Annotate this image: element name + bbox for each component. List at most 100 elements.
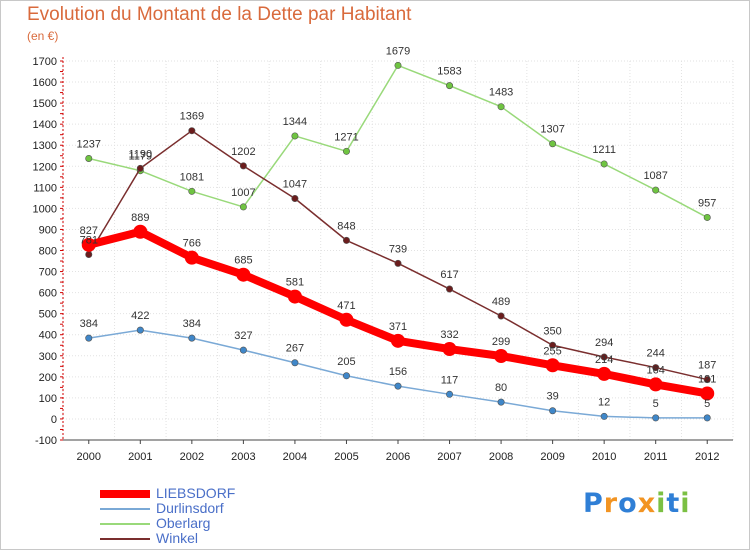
data-point [394,382,402,390]
data-point [446,82,454,90]
y-tick-label: 800 [39,246,57,258]
data-label: 327 [234,330,252,342]
data-point [497,103,505,111]
x-tick-label: 2008 [489,451,513,463]
legend-label: Oberlarg [156,515,211,531]
x-tick-label: 2007 [437,451,461,463]
x-tick-label: 2009 [540,451,564,463]
data-point [291,359,299,367]
data-label: 244 [647,348,665,360]
chart-title: Evolution du Montant de la Dette par Hab… [27,4,412,25]
legend-item-liebsdorf: LIEBSDORF [100,486,235,501]
data-point [703,213,711,221]
data-label: 957 [698,197,716,209]
data-label: 164 [647,364,665,376]
data-label: 384 [80,318,98,330]
data-point [136,164,144,172]
legend-swatch [100,537,150,540]
data-label: 766 [183,238,201,250]
legend-label: Durlinsdorf [156,500,224,516]
x-tick-label: 2012 [695,451,719,463]
logo-letter: i [680,488,691,519]
data-label: 617 [440,269,458,281]
data-point [85,334,93,342]
legend-item-durlinsdorf: Durlinsdorf [100,501,235,516]
data-point [291,132,299,140]
data-point [545,358,560,373]
legend-label: LIEBSDORF [156,485,236,501]
data-label: 781 [80,235,98,247]
data-label: 848 [337,220,355,232]
data-label: 1081 [180,171,204,183]
data-point [188,127,196,135]
y-tick-label: 1400 [33,119,57,131]
x-tick-label: 2011 [644,451,668,463]
data-label: 121 [698,373,716,385]
data-point [648,377,663,392]
y-tick-label: 1600 [33,77,57,89]
data-point [184,250,199,265]
data-label: 889 [131,212,149,224]
data-point [652,414,660,422]
x-tick-label: 2000 [77,451,101,463]
data-point [494,348,509,363]
data-point [85,154,93,162]
y-tick-label: 1500 [33,98,57,110]
data-label: 1307 [540,124,564,136]
data-label: 1047 [283,178,307,190]
data-label: 1179 [128,151,152,163]
data-label: 1190 [128,148,152,160]
data-label: 1369 [180,111,204,123]
y-tick-label: 1100 [33,182,57,194]
data-label: 384 [183,318,201,330]
y-tick-label: 1200 [33,161,57,173]
data-point [339,312,354,327]
data-point [136,326,144,334]
data-label: 1007 [231,187,255,199]
data-label: 1679 [386,45,410,57]
data-point [442,342,457,357]
proxiti-logo: Proxiti [583,488,691,519]
y-tick-label: 500 [39,309,57,321]
chart-legend: LIEBSDORF Durlinsdorf Oberlarg Winkel [100,486,235,546]
y-tick-label: 400 [39,330,57,342]
data-label: 371 [389,321,407,333]
data-point [239,162,247,170]
y-tick-label: -100 [35,435,57,447]
data-point [652,364,660,372]
x-tick-label: 2005 [334,451,358,463]
data-label: 1211 [592,144,616,156]
data-point [133,224,148,239]
data-point [287,289,302,304]
data-point [652,186,660,194]
y-tick-label: 900 [39,224,57,236]
data-point [291,194,299,202]
data-label: 739 [389,243,407,255]
data-label: 214 [595,354,613,366]
data-label: 350 [543,325,561,337]
data-label: 299 [492,336,510,348]
data-label: 187 [698,360,716,372]
data-label: 1483 [489,87,513,99]
data-point [342,147,350,155]
y-tick-label: 300 [39,351,57,363]
data-label: 267 [286,343,304,355]
data-label: 205 [337,356,355,368]
y-tick-label: 600 [39,288,57,300]
data-label: 471 [337,300,355,312]
data-label: 12 [598,396,610,408]
y-tick-label: 0 [51,414,57,426]
y-tick-label: 100 [39,393,57,405]
data-point [703,414,711,422]
y-tick-label: 200 [39,372,57,384]
data-point [549,341,557,349]
data-point [446,390,454,398]
data-label: 332 [440,329,458,341]
legend-swatch [100,507,150,510]
legend-label: Winkel [156,530,199,546]
data-label: 5 [704,398,710,410]
data-label: 489 [492,296,510,308]
logo-letter: x [637,488,657,519]
data-label: 1271 [334,131,358,143]
legend-swatch [100,522,150,525]
